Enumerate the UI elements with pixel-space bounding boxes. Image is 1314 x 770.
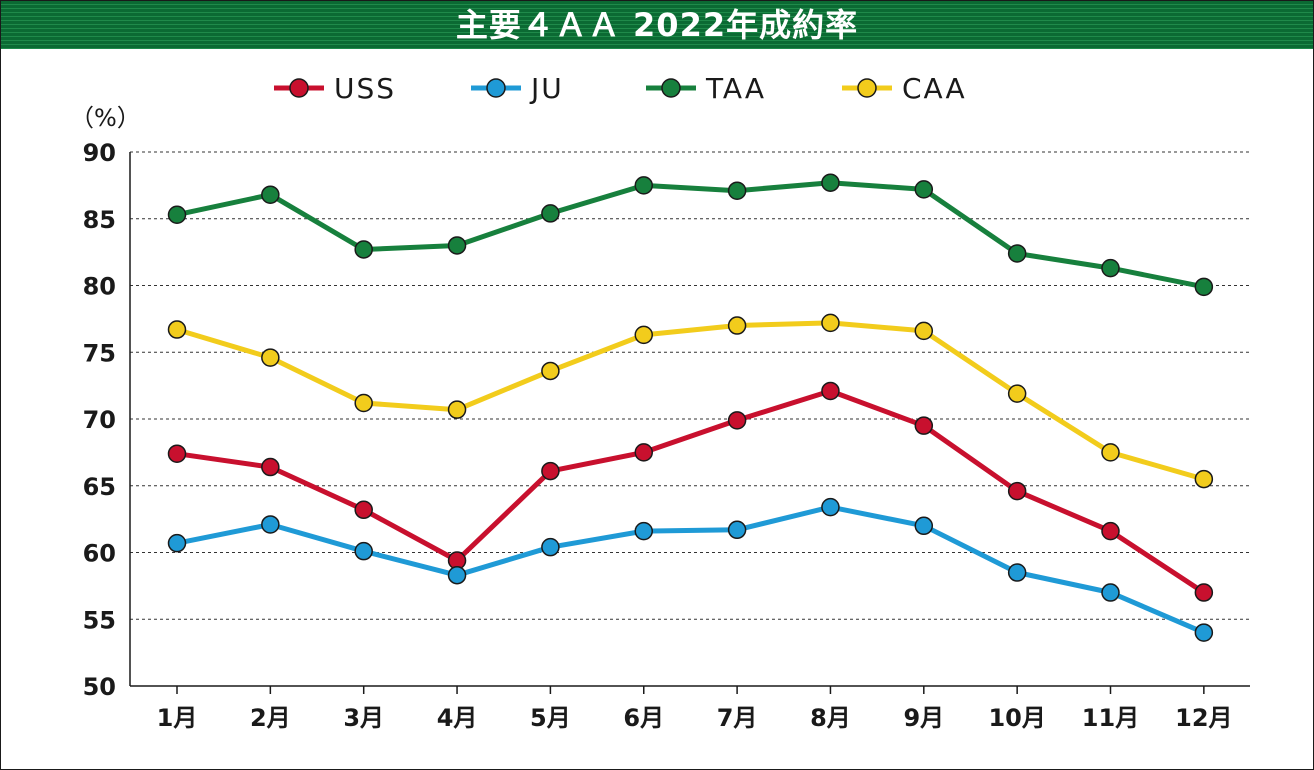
legend-label: JU <box>529 72 564 105</box>
data-point-caa <box>541 361 560 381</box>
y-tick-label: 65 <box>83 473 116 501</box>
x-tick-label: 8月 <box>810 704 851 732</box>
data-point-caa <box>727 316 747 335</box>
x-tick-label: 4月 <box>437 704 478 732</box>
series-taa <box>167 173 1214 297</box>
legend-label: CAA <box>902 72 967 105</box>
legend: USS JU TAA CAA <box>274 72 967 105</box>
data-point-caa <box>634 325 653 345</box>
series-line-uss <box>176 388 1206 595</box>
series-line-caa <box>176 320 1205 482</box>
data-point-caa <box>447 400 467 419</box>
data-point-caa <box>914 321 934 341</box>
legend-item-taa: TAA <box>646 72 766 105</box>
data-point-uss <box>354 500 373 520</box>
x-tick-label: 6月 <box>623 704 664 732</box>
data-point-taa <box>821 173 840 192</box>
series-ju <box>167 497 1214 642</box>
y-axis-unit-label: （%） <box>70 104 141 132</box>
data-point-caa <box>167 320 187 339</box>
series-caa <box>167 313 1214 489</box>
data-point-taa <box>541 204 560 223</box>
y-tick-label: 85 <box>83 206 116 234</box>
data-point-taa <box>914 180 934 199</box>
chart-title: 主要４ＡＡ 2022年成約率 <box>455 6 859 44</box>
series-line-ju <box>176 504 1205 635</box>
data-point-uss <box>167 444 187 463</box>
legend-swatch-marker <box>857 78 877 98</box>
x-tick-label: 1月 <box>157 704 198 732</box>
grid-lines <box>130 151 1250 620</box>
data-point-uss <box>727 411 747 430</box>
y-tick-label: 90 <box>83 139 116 167</box>
legend-swatch-marker <box>486 78 506 98</box>
series-lines <box>167 173 1214 642</box>
data-point-taa <box>1101 258 1120 278</box>
data-point-taa <box>727 181 747 200</box>
data-point-taa <box>1007 244 1027 263</box>
legend-swatch-marker <box>289 78 309 98</box>
x-tick-label: 7月 <box>717 704 758 732</box>
title-bar <box>1 1 1313 49</box>
data-point-taa <box>447 236 467 255</box>
data-point-uss <box>1007 481 1027 501</box>
legend-item-ju: JU <box>471 72 564 105</box>
y-tick-label: 55 <box>83 606 116 634</box>
data-point-ju <box>914 516 934 536</box>
data-point-ju <box>727 520 747 540</box>
data-point-ju <box>1007 563 1027 582</box>
data-point-ju <box>167 533 187 553</box>
data-point-uss <box>541 461 560 481</box>
legend-item-caa: CAA <box>842 72 967 105</box>
y-tick-label: 70 <box>83 406 116 434</box>
axes: 50 55 60 65 70 75 80 85 90 1月 2月 3月 4月 5月 6月 7月 8月 9月 10月 1… <box>83 139 1250 732</box>
series-uss <box>167 381 1214 602</box>
data-point-ju <box>1194 623 1214 642</box>
data-point-taa <box>354 240 373 259</box>
data-point-caa <box>1101 443 1120 462</box>
data-point-caa <box>261 348 280 367</box>
data-point-caa <box>354 393 373 413</box>
data-point-ju <box>1101 583 1120 602</box>
data-point-taa <box>261 185 280 204</box>
data-point-ju <box>261 515 280 534</box>
data-point-taa <box>634 176 653 195</box>
data-point-uss <box>1101 521 1120 541</box>
data-point-taa <box>167 205 187 224</box>
legend-item-uss: USS <box>274 72 396 105</box>
data-point-uss <box>634 443 653 462</box>
y-tick-label: 60 <box>83 540 116 568</box>
data-point-ju <box>541 537 560 557</box>
x-tick-label: 9月 <box>903 704 944 732</box>
data-point-caa <box>1194 469 1214 489</box>
x-tick-label: 11月 <box>1082 704 1139 732</box>
y-tick-label: 80 <box>83 273 116 301</box>
data-point-uss <box>261 457 280 477</box>
data-point-uss <box>914 416 934 435</box>
data-point-caa <box>1007 384 1027 403</box>
data-point-uss <box>821 381 840 401</box>
data-point-ju <box>354 541 373 561</box>
data-point-taa <box>1194 277 1214 297</box>
series-line-taa <box>176 180 1205 290</box>
x-tick-label: 5月 <box>530 704 571 732</box>
data-point-ju <box>634 521 653 541</box>
data-point-ju <box>821 497 840 517</box>
x-tick-label: 12月 <box>1175 704 1232 732</box>
x-tick-label: 3月 <box>343 704 384 732</box>
y-tick-label: 75 <box>83 339 116 367</box>
data-point-caa <box>821 313 840 333</box>
legend-swatch-marker <box>661 78 681 98</box>
y-tick-label: 50 <box>83 673 116 701</box>
data-point-ju <box>447 565 467 585</box>
data-point-uss <box>1194 583 1214 602</box>
legend-label: TAA <box>705 72 766 105</box>
x-tick-label: 2月 <box>250 704 291 732</box>
x-tick-label: 10月 <box>988 704 1045 732</box>
legend-label: USS <box>334 72 396 105</box>
